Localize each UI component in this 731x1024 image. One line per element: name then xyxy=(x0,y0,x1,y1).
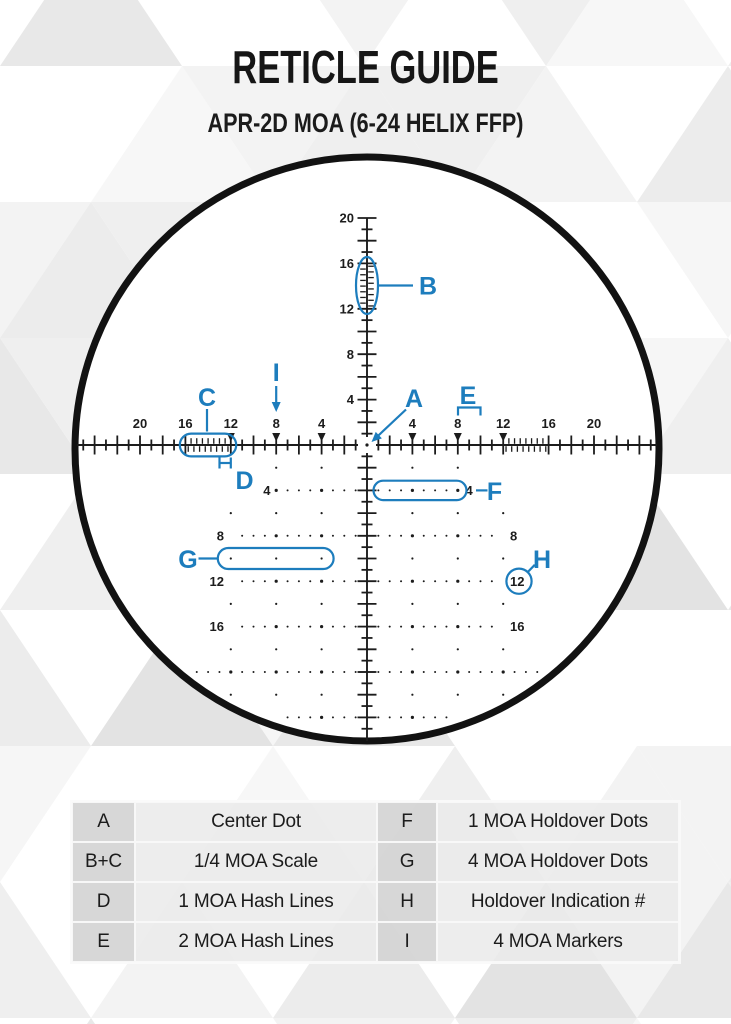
legend-desc: 4 MOA Markers xyxy=(437,922,679,962)
callout-letter-E: E xyxy=(460,382,477,410)
h-axis-label: 16 xyxy=(541,416,555,431)
legend-key: I xyxy=(377,922,437,962)
h-axis-label: 4 xyxy=(409,416,417,431)
legend-desc: 1 MOA Holdover Dots xyxy=(437,802,679,842)
h-axis-label: 20 xyxy=(587,416,601,431)
h-axis-label: 8 xyxy=(454,416,461,431)
holdover-row-label: 16 xyxy=(510,619,524,634)
callout-letter-F: F xyxy=(487,478,502,506)
legend-desc: 1 MOA Hash Lines xyxy=(135,882,377,922)
legend-key: F xyxy=(377,802,437,842)
legend-key: D xyxy=(72,882,135,922)
legend-key: A xyxy=(72,802,135,842)
legend-desc: Center Dot xyxy=(135,802,377,842)
callout-letter-C: C xyxy=(198,384,216,412)
legend-desc: 4 MOA Holdover Dots xyxy=(437,842,679,882)
holdover-row-label: 12 xyxy=(210,574,224,589)
h-axis-label: 4 xyxy=(318,416,326,431)
h-axis-label: 12 xyxy=(496,416,510,431)
holdover-row-label: 12 xyxy=(510,574,524,589)
h-axis-label: 20 xyxy=(133,416,147,431)
legend-desc: 1/4 MOA Scale xyxy=(135,842,377,882)
v-axis-label: 4 xyxy=(347,392,355,407)
legend-key: E xyxy=(72,922,135,962)
h-axis-label: 16 xyxy=(178,416,192,431)
v-axis-label: 20 xyxy=(340,211,354,226)
holdover-row-label: 8 xyxy=(217,528,224,543)
callout-letter-I: I xyxy=(273,359,280,387)
v-axis-label: 16 xyxy=(340,256,354,271)
callout-letter-H: H xyxy=(533,546,551,574)
callout-letter-G: G xyxy=(178,546,197,574)
reticle-marks xyxy=(77,217,657,741)
legend-desc: 2 MOA Hash Lines xyxy=(135,922,377,962)
h-axis-label: 12 xyxy=(224,416,238,431)
h-axis-label: 8 xyxy=(273,416,280,431)
callout-letter-B: B xyxy=(419,273,437,301)
callouts: A B C D E F G H I xyxy=(178,255,551,595)
legend-desc: Holdover Indication # xyxy=(437,882,679,922)
callout-letter-D: D xyxy=(235,467,253,495)
v-axis-label: 12 xyxy=(340,301,354,316)
v-axis-label: 8 xyxy=(347,347,354,362)
legend-key: H xyxy=(377,882,437,922)
holdover-row-label: 4 xyxy=(263,483,271,498)
reticle-labels: 4 4 8 8 12 12 16 16 20 20 4 8 12 16 20 4 4 8 8 12 12 16 16 xyxy=(133,211,601,635)
legend-table: A Center Dot F 1 MOA Holdover Dots B+C 1… xyxy=(70,800,681,964)
legend-key: B+C xyxy=(72,842,135,882)
holdover-row-label: 8 xyxy=(510,528,517,543)
holdover-row-label: 4 xyxy=(466,483,474,498)
legend-key: G xyxy=(377,842,437,882)
holdover-row-label: 16 xyxy=(210,619,224,634)
callout-letter-A: A xyxy=(405,385,423,413)
